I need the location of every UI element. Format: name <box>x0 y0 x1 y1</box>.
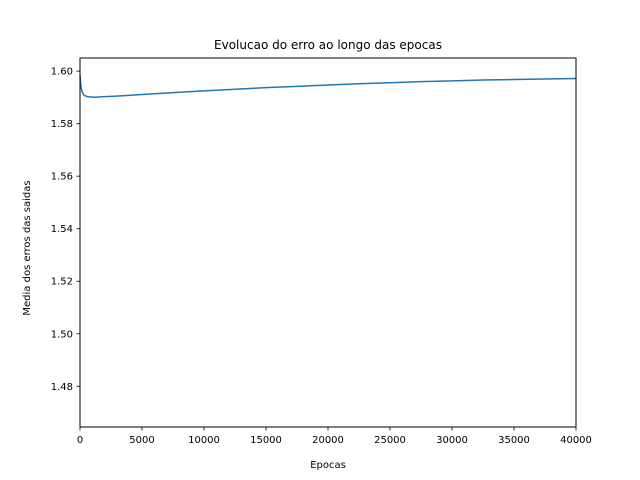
x-tick-label: 20000 <box>312 435 344 446</box>
y-tick-label: 1.52 <box>51 277 73 288</box>
x-tick-label: 0 <box>77 435 83 446</box>
chart-title: Evolucao do erro ao longo das epocas <box>214 38 442 52</box>
x-tick-label: 25000 <box>374 435 406 446</box>
x-tick-label: 30000 <box>436 435 468 446</box>
x-axis-label: Epocas <box>310 460 346 471</box>
x-tick-label: 40000 <box>560 435 592 446</box>
y-tick-label: 1.56 <box>51 172 73 183</box>
series-line <box>79 75 577 98</box>
plot-frame <box>79 57 577 428</box>
y-tick-label: 1.58 <box>51 119 73 130</box>
plot-area <box>79 75 577 98</box>
x-tick-label: 10000 <box>188 435 220 446</box>
x-tick-label: 35000 <box>498 435 530 446</box>
y-tick-label: 1.60 <box>51 67 73 78</box>
x-tick-label: 15000 <box>250 435 282 446</box>
x-tick-label: 5000 <box>129 435 154 446</box>
y-axis-label: Media dos erros das saidas <box>22 180 33 315</box>
y-tick-label: 1.54 <box>51 224 73 235</box>
y-tick-label: 1.48 <box>51 382 73 393</box>
x-axis-ticks: 0 5000 10000 15000 20000 25000 30000 35000 40000 <box>77 427 592 446</box>
y-axis-ticks: 1.48 1.50 1.52 1.54 1.56 1.58 1.60 <box>51 67 80 393</box>
y-tick-label: 1.50 <box>51 329 73 340</box>
